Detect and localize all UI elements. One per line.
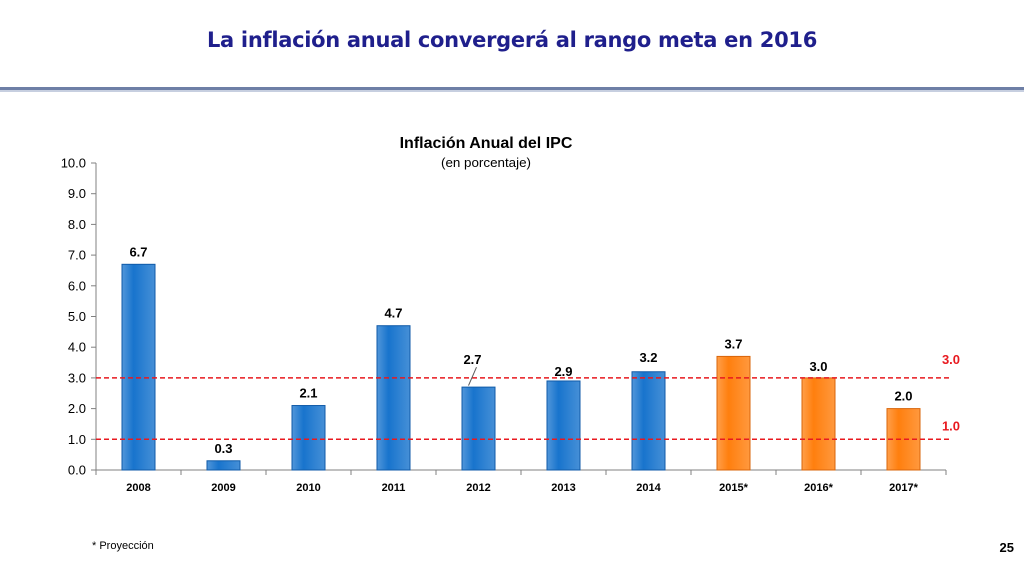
y-tick-label: 5.0	[68, 309, 86, 324]
data-label: 2.9	[554, 364, 572, 379]
y-tick-label: 1.0	[68, 432, 86, 447]
x-tick-label: 2017*	[889, 482, 918, 494]
y-tick-label: 10.0	[61, 156, 86, 171]
x-tick-label: 2011	[382, 482, 406, 494]
title-divider	[0, 87, 1024, 90]
y-tick-label: 4.0	[68, 340, 86, 355]
data-label-leader	[468, 366, 477, 386]
x-tick-label: 2012	[466, 482, 490, 494]
y-tick-label: 3.0	[68, 370, 86, 385]
title-divider-shadow	[0, 90, 1024, 92]
target-range-layer: 3.0 1.0	[96, 352, 960, 441]
data-label: 4.7	[384, 306, 402, 321]
data-label: 3.0	[809, 359, 827, 374]
target-upper-label: 3.0	[942, 352, 960, 367]
bar-2013	[546, 380, 581, 471]
y-tick-label: 7.0	[68, 248, 86, 263]
bar-2009	[206, 460, 241, 471]
bar-layer	[121, 263, 921, 471]
label-layer: 2008 6.7 2009 0.3 2010 2.1 2011 4.7 2012 2.7 2013 2…	[126, 244, 918, 494]
y-tick-label: 9.0	[68, 186, 86, 201]
x-tick-label: 2015*	[719, 482, 748, 494]
bar-2015*	[716, 355, 751, 471]
data-label: 2.7	[463, 352, 481, 367]
bar-2014	[631, 371, 666, 471]
bar-2010	[291, 405, 326, 471]
data-label: 2.1	[299, 386, 317, 401]
bar-2008	[121, 263, 156, 471]
data-label: 6.7	[129, 244, 147, 259]
footnote: * Proyección	[92, 540, 154, 552]
y-tick-label: 0.0	[68, 463, 86, 478]
x-tick-label: 2008	[126, 482, 150, 494]
chart-subtitle: (en porcentaje)	[441, 155, 531, 170]
x-tick-label: 2013	[551, 482, 575, 494]
bar-2012	[461, 386, 496, 471]
x-tick-label: 2016*	[804, 482, 833, 494]
data-label: 3.2	[639, 350, 657, 365]
x-tick-label: 2010	[296, 482, 320, 494]
bar-2016*	[801, 377, 836, 471]
data-label: 0.3	[214, 441, 232, 456]
data-label: 3.7	[724, 336, 742, 351]
y-tick-label: 6.0	[68, 278, 86, 293]
slide-title: La inflación anual convergerá al rango m…	[206, 28, 818, 52]
page-number: 25	[999, 540, 1014, 555]
bar-2011	[376, 325, 411, 471]
x-tick-label: 2009	[211, 482, 235, 494]
target-lower-label: 1.0	[942, 418, 960, 433]
y-tick-label: 2.0	[68, 401, 86, 416]
x-tick-label: 2014	[636, 482, 661, 494]
chart-title: Inflación Anual del IPC	[400, 135, 573, 152]
data-label: 2.0	[894, 389, 912, 404]
y-tick-label: 8.0	[68, 217, 86, 232]
